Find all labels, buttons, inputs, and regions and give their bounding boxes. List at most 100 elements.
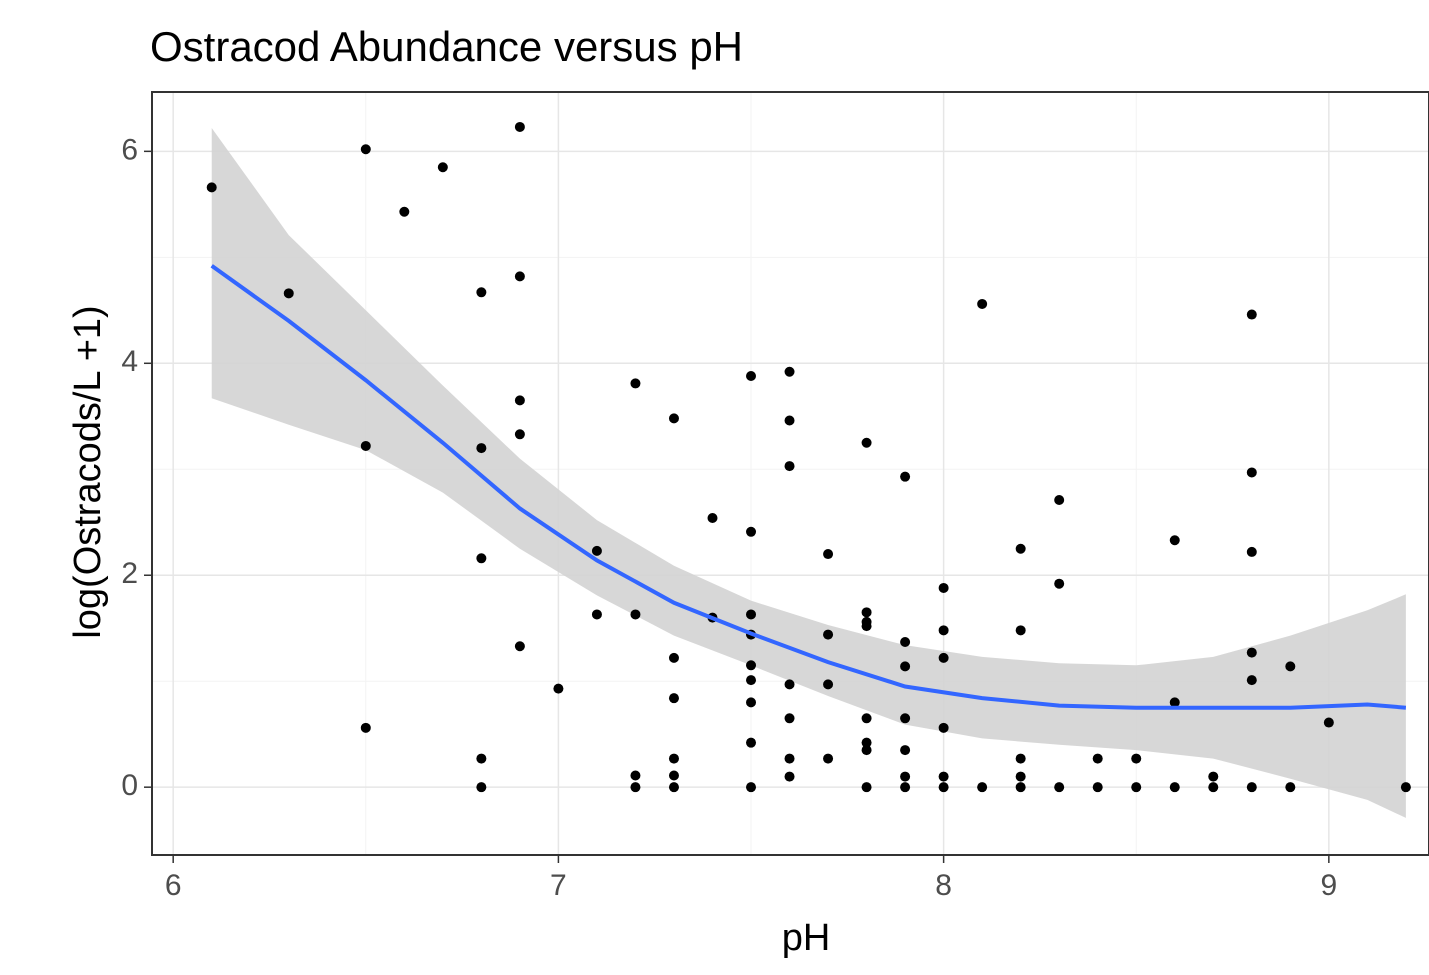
point xyxy=(399,206,410,217)
point xyxy=(938,652,949,663)
point xyxy=(861,607,872,618)
point xyxy=(1400,782,1411,793)
x-tick-label: 7 xyxy=(550,869,567,902)
point xyxy=(591,545,602,556)
point xyxy=(746,675,757,686)
y-tick-label: 0 xyxy=(121,769,138,802)
point xyxy=(784,713,795,724)
point xyxy=(668,413,679,424)
point xyxy=(1246,647,1257,658)
point xyxy=(900,636,911,647)
point xyxy=(900,745,911,756)
point xyxy=(938,722,949,733)
x-tick-label: 8 xyxy=(935,869,952,902)
point xyxy=(668,770,679,781)
point xyxy=(823,753,834,764)
point xyxy=(437,162,448,173)
x-tick-label: 6 xyxy=(165,869,182,902)
point xyxy=(1054,494,1065,505)
point xyxy=(630,782,641,793)
point xyxy=(861,745,872,756)
point xyxy=(1208,771,1219,782)
point xyxy=(1015,771,1026,782)
point xyxy=(1054,578,1065,589)
confidence-band xyxy=(211,128,1406,818)
point xyxy=(1015,625,1026,636)
point xyxy=(784,679,795,690)
point xyxy=(746,660,757,671)
point xyxy=(1092,753,1103,764)
point xyxy=(977,298,988,309)
point xyxy=(630,378,641,389)
point xyxy=(823,549,834,560)
x-tick-label: 9 xyxy=(1320,869,1337,902)
point xyxy=(1015,543,1026,554)
point xyxy=(861,437,872,448)
point xyxy=(1323,717,1334,728)
point xyxy=(746,737,757,748)
point xyxy=(784,415,795,426)
point xyxy=(630,609,641,620)
point xyxy=(514,121,525,132)
point xyxy=(1246,546,1257,557)
point xyxy=(514,271,525,282)
point xyxy=(900,713,911,724)
point xyxy=(1169,535,1180,546)
smooth-line xyxy=(210,264,1407,710)
point xyxy=(746,697,757,708)
point xyxy=(514,641,525,652)
y-tick-label: 6 xyxy=(121,133,138,166)
point xyxy=(938,582,949,593)
point xyxy=(900,661,911,672)
point xyxy=(476,553,487,564)
point xyxy=(1169,697,1180,708)
point xyxy=(861,782,872,793)
point xyxy=(707,513,718,524)
point xyxy=(514,395,525,406)
point xyxy=(900,471,911,482)
point xyxy=(1246,782,1257,793)
point xyxy=(784,366,795,377)
point xyxy=(784,753,795,764)
point xyxy=(938,625,949,636)
point xyxy=(746,609,757,620)
point xyxy=(1246,467,1257,478)
point xyxy=(1246,309,1257,320)
x-axis-title: pH xyxy=(782,917,831,959)
point xyxy=(1054,782,1065,793)
point xyxy=(1208,782,1219,793)
point xyxy=(861,713,872,724)
point xyxy=(1092,782,1103,793)
point xyxy=(1285,782,1296,793)
point xyxy=(476,753,487,764)
point xyxy=(746,782,757,793)
point xyxy=(476,287,487,298)
point xyxy=(668,753,679,764)
point xyxy=(1285,661,1296,672)
point xyxy=(823,679,834,690)
panel-border xyxy=(151,91,1429,856)
point xyxy=(1015,753,1026,764)
chart-title: Ostracod Abundance versus pH xyxy=(150,23,743,70)
point xyxy=(861,621,872,632)
point xyxy=(283,288,294,299)
point xyxy=(900,782,911,793)
point xyxy=(1246,675,1257,686)
point xyxy=(1015,782,1026,793)
point xyxy=(514,429,525,440)
point xyxy=(591,609,602,620)
point xyxy=(1131,753,1142,764)
point xyxy=(668,652,679,663)
point xyxy=(977,782,988,793)
point xyxy=(746,371,757,382)
point xyxy=(630,770,641,781)
point xyxy=(1131,782,1142,793)
point xyxy=(668,782,679,793)
point xyxy=(938,771,949,782)
point xyxy=(784,461,795,472)
point xyxy=(668,693,679,704)
point xyxy=(784,771,795,782)
point xyxy=(938,782,949,793)
